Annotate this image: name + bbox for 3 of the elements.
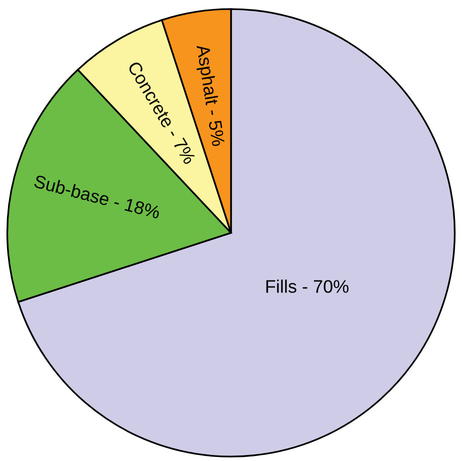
slice-label: Asphalt - 5%: [196, 44, 225, 146]
slice-label: Sub-base - 18%: [34, 174, 161, 219]
slice-label: Fills - 70%: [266, 280, 349, 293]
